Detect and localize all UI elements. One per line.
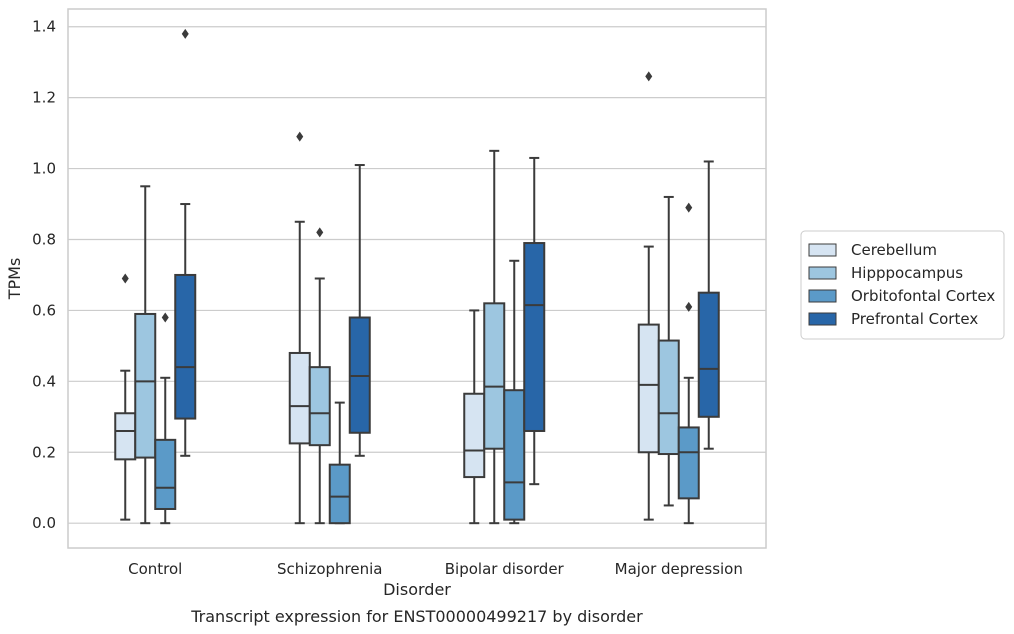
box-cerebellum — [463, 309, 486, 525]
box-iqr — [114, 412, 137, 461]
box-prefrontal-cortex — [697, 160, 720, 450]
box-iqr — [657, 339, 680, 456]
y-tick-label: 1.2 — [32, 89, 56, 107]
box-cerebellum — [288, 131, 311, 525]
legend-swatch — [808, 289, 837, 303]
outlier-point — [296, 131, 304, 142]
legend-swatch — [808, 312, 837, 326]
box-hipppocampus — [657, 195, 680, 507]
box-hipppocampus — [308, 227, 331, 525]
x-tick-label: Bipolar disorder — [445, 560, 565, 578]
box-iqr — [328, 463, 351, 525]
x-axis-title: Disorder — [383, 580, 451, 599]
box-iqr — [288, 351, 311, 445]
y-tick-label: 0.2 — [32, 443, 56, 461]
y-tick-label: 1.0 — [32, 160, 56, 178]
outlier-point — [121, 273, 129, 284]
legend-swatch — [808, 243, 837, 257]
box-orbitofontal-cortex — [328, 401, 351, 525]
box-iqr — [677, 426, 700, 500]
x-tick-label: Control — [128, 560, 182, 578]
x-tick-label: Major depression — [615, 560, 743, 578]
legend-frame — [800, 230, 1005, 340]
box-iqr — [503, 389, 526, 521]
y-tick-label: 1.4 — [32, 18, 56, 36]
legend-swatch — [808, 266, 837, 280]
legend-label: Hipppocampus — [851, 264, 963, 282]
legend-label: Orbitofontal Cortex — [851, 287, 995, 305]
box-hipppocampus — [134, 185, 157, 525]
box-iqr — [463, 392, 486, 479]
box-prefrontal-cortex — [348, 164, 371, 457]
box-iqr — [637, 323, 660, 454]
chart-caption: Transcript expression for ENST0000049921… — [190, 607, 643, 626]
box-iqr — [154, 438, 177, 510]
box-orbitofontal-cortex — [677, 202, 700, 525]
y-tick-label: 0.0 — [32, 514, 56, 532]
box-hipppocampus — [483, 149, 506, 525]
y-tick-label: 0.6 — [32, 301, 56, 319]
box-cerebellum — [637, 71, 660, 521]
y-axis-title: TPMs — [5, 258, 24, 301]
outlier-point — [181, 28, 189, 39]
outlier-point — [645, 71, 653, 82]
box-iqr — [134, 312, 157, 459]
legend-label: Prefrontal Cortex — [851, 310, 978, 328]
box-iqr — [523, 242, 546, 432]
legend: Cerebellum Hipppocampus Orbitofontal Corte… — [800, 230, 1005, 340]
y-tick-label: 0.4 — [32, 372, 56, 390]
box-iqr — [697, 291, 720, 418]
outlier-point — [161, 312, 169, 323]
box-prefrontal-cortex — [174, 28, 197, 457]
y-tick-labels: 0.0 0.2 0.4 0.6 0.8 1.0 1.2 1.4 — [32, 18, 56, 532]
box-orbitofontal-cortex — [503, 259, 526, 525]
y-tick-label: 0.8 — [32, 230, 56, 248]
box-series — [114, 28, 720, 525]
box-iqr — [174, 273, 197, 420]
box-iqr — [308, 366, 331, 447]
plot-frame — [67, 8, 767, 549]
outlier-point — [316, 227, 324, 238]
outlier-point — [685, 202, 693, 213]
legend-label: Cerebellum — [851, 241, 937, 259]
box-prefrontal-cortex — [523, 156, 546, 486]
box-orbitofontal-cortex — [154, 312, 177, 525]
outlier-point — [685, 301, 693, 312]
x-tick-labels: Control Schizophrenia Bipolar disorder Majo… — [128, 560, 743, 578]
x-tick-label: Schizophrenia — [277, 560, 382, 578]
box-iqr — [483, 302, 506, 450]
box-cerebellum — [114, 273, 137, 521]
